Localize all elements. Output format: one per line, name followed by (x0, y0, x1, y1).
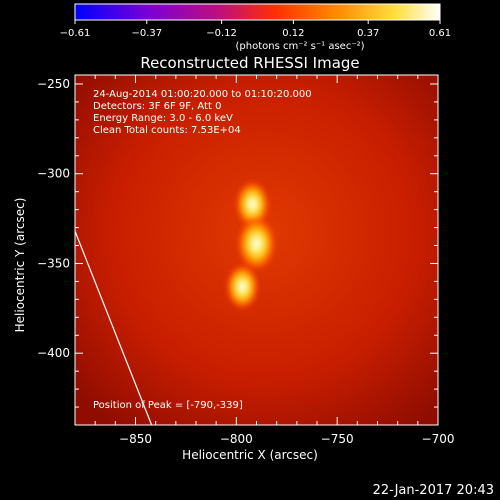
image-plot-area (75, 75, 438, 425)
colorbar: −0.61 −0.37 −0.12 0.12 0.37 0.61 (photons cm⁻… (60, 3, 451, 52)
chart-title: Reconstructed RHESSI Image (140, 54, 359, 72)
colorbar-tick-label: 0.61 (429, 28, 451, 39)
limb-line (75, 230, 153, 425)
x-axis-label: Heliocentric X (arcsec) (182, 448, 318, 462)
footer-date: 22-Jan-2017 20:43 (373, 483, 494, 498)
info-line: Energy Range: 3.0 - 6.0 keV (93, 113, 233, 124)
x-tick-label: −850 (119, 432, 152, 446)
y-axis: −250 −300 −350 −400 (37, 77, 438, 408)
emission-source (234, 179, 271, 229)
y-axis-label: Heliocentric Y (arcsec) (13, 198, 27, 333)
x-tick-label: −750 (321, 432, 354, 446)
colorbar-ticks: −0.61 −0.37 −0.12 0.12 0.37 0.61 (60, 20, 451, 39)
info-line: 24-Aug-2014 01:00:20.000 to 01:10:20.000 (93, 89, 312, 100)
x-tick-label: −700 (422, 432, 455, 446)
emission-sources (225, 179, 277, 311)
colorbar-units-label: (photons cm⁻² s⁻¹ asec⁻²) (235, 41, 364, 52)
colorbar-tick-label: −0.61 (60, 28, 91, 39)
colorbar-tick-label: −0.12 (206, 28, 237, 39)
emission-source (236, 215, 277, 272)
y-tick-label: −300 (37, 167, 70, 181)
info-line: Clean Total counts: 7.53E+04 (93, 125, 241, 136)
peak-position-label: Position of Peak = [-790,-339] (93, 400, 243, 411)
x-axis: −850 −800 −750 −700 (94, 75, 455, 446)
colorbar-tick-label: −0.37 (131, 28, 162, 39)
observation-info: 24-Aug-2014 01:00:20.000 to 01:10:20.000… (93, 89, 312, 136)
info-line: Detectors: 3F 6F 9F, Att 0 (93, 101, 221, 112)
y-tick-label: −400 (37, 346, 70, 360)
colorbar-tick-label: 0.37 (357, 28, 379, 39)
y-tick-label: −350 (37, 256, 70, 270)
x-tick-label: −800 (220, 432, 253, 446)
colorbar-tick-label: 0.12 (282, 28, 304, 39)
colorbar-gradient (74, 3, 441, 21)
emission-source (225, 263, 260, 311)
y-tick-label: −250 (37, 77, 70, 91)
